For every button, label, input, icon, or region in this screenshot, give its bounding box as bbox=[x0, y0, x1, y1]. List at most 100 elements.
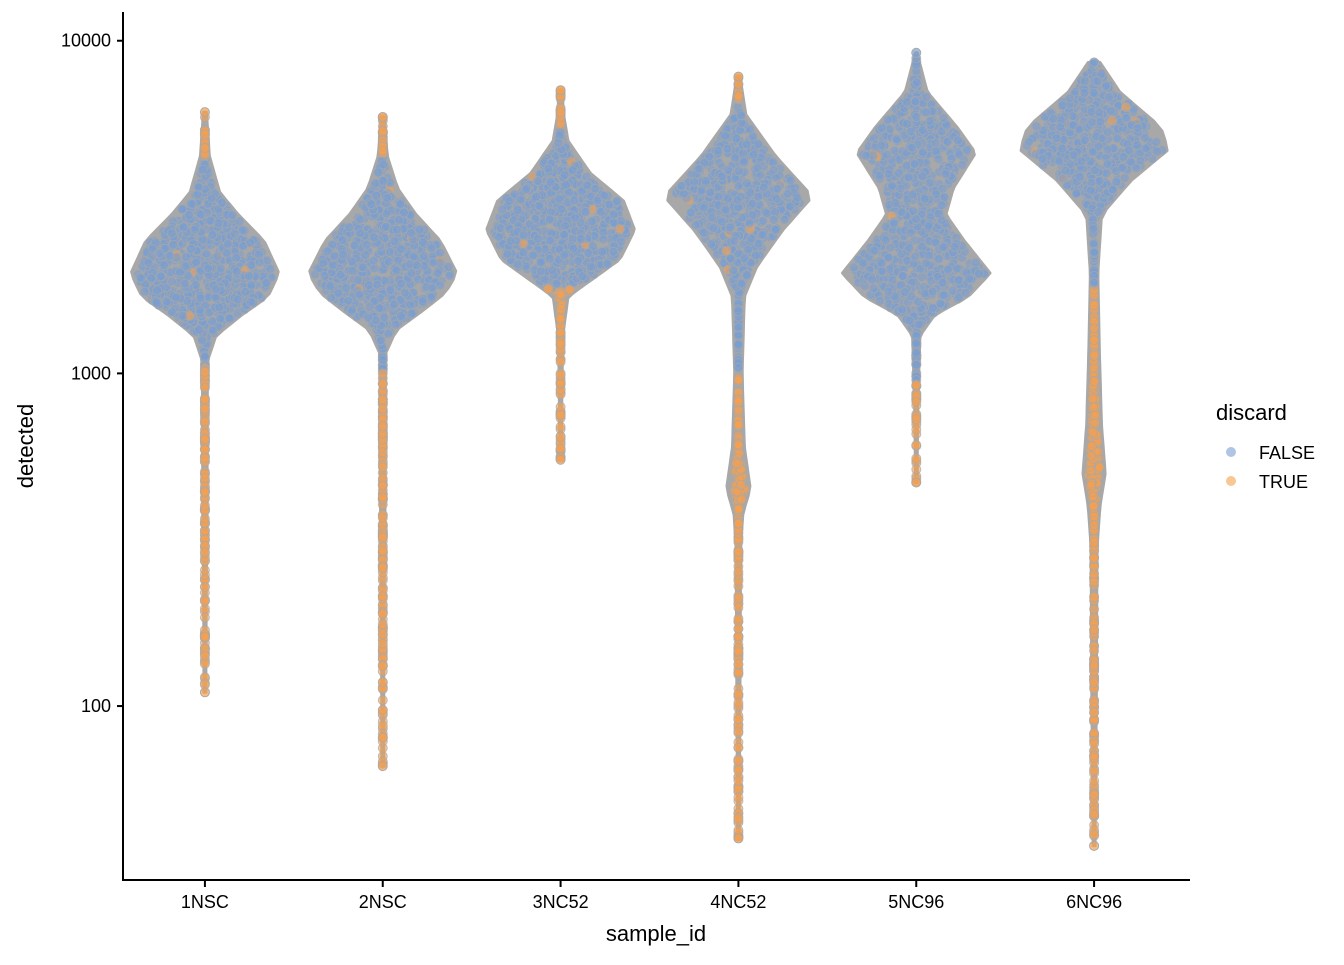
point-discard-false bbox=[412, 261, 421, 270]
point-discard-false bbox=[742, 140, 751, 149]
point-discard-false bbox=[937, 201, 946, 210]
point-discard-false bbox=[386, 286, 395, 295]
point-discard-false bbox=[734, 323, 743, 332]
point-discard-true bbox=[734, 91, 743, 100]
point-discard-false bbox=[196, 294, 205, 303]
point-discard-true bbox=[734, 766, 743, 775]
point-discard-false bbox=[878, 124, 887, 133]
point-extreme bbox=[200, 688, 209, 697]
point-discard-false bbox=[588, 217, 597, 226]
point-discard-false bbox=[339, 250, 348, 259]
point-discard-false bbox=[914, 297, 923, 306]
point-discard-false bbox=[342, 283, 351, 292]
point-discard-false bbox=[380, 313, 389, 322]
point-discard-true bbox=[734, 593, 743, 602]
point-discard-false bbox=[783, 189, 792, 198]
point-discard-false bbox=[576, 235, 585, 244]
point-discard-false bbox=[400, 288, 409, 297]
point-discard-false bbox=[881, 236, 890, 245]
point-discard-false bbox=[721, 205, 730, 214]
point-discard-false bbox=[974, 269, 983, 278]
point-discard-false bbox=[554, 138, 563, 147]
point-discard-true bbox=[616, 225, 625, 234]
point-discard-false bbox=[759, 183, 768, 192]
point-discard-false bbox=[695, 164, 704, 173]
point-discard-false bbox=[586, 262, 595, 271]
point-discard-false bbox=[140, 287, 149, 296]
point-discard-false bbox=[734, 307, 743, 316]
point-discard-false bbox=[938, 278, 947, 287]
point-discard-false bbox=[254, 250, 263, 259]
point-discard-true bbox=[912, 397, 921, 406]
point-extreme bbox=[734, 72, 743, 81]
point-discard-true bbox=[378, 639, 387, 648]
point-discard-false bbox=[198, 235, 207, 244]
point-discard-false bbox=[922, 108, 931, 117]
point-discard-false bbox=[153, 286, 162, 295]
point-discard-false bbox=[560, 230, 569, 239]
point-discard-true bbox=[378, 609, 387, 618]
point-discard-false bbox=[603, 259, 612, 268]
point-discard-false bbox=[697, 186, 706, 195]
point-discard-false bbox=[506, 237, 515, 246]
point-discard-true bbox=[556, 340, 565, 349]
point-discard-false bbox=[225, 314, 234, 323]
point-discard-true bbox=[378, 630, 387, 639]
point-discard-true bbox=[200, 583, 209, 592]
point-discard-true bbox=[556, 328, 565, 337]
point-extreme bbox=[556, 86, 565, 95]
point-extreme bbox=[378, 112, 387, 121]
point-discard-false bbox=[187, 244, 196, 253]
point-discard-false bbox=[364, 313, 373, 322]
point-discard-false bbox=[749, 150, 758, 159]
point-discard-false bbox=[920, 194, 929, 203]
point-discard-false bbox=[167, 308, 176, 317]
point-discard-false bbox=[886, 125, 895, 134]
point-discard-true bbox=[556, 358, 565, 367]
point-discard-false bbox=[350, 241, 359, 250]
point-discard-false bbox=[699, 228, 708, 237]
point-discard-true bbox=[378, 493, 387, 502]
point-discard-true bbox=[378, 533, 387, 542]
point-discard-false bbox=[898, 305, 907, 314]
point-discard-false bbox=[568, 166, 577, 175]
point-extreme bbox=[556, 455, 565, 464]
point-discard-true bbox=[912, 425, 921, 434]
point-discard-false bbox=[396, 200, 405, 209]
point-discard-true bbox=[734, 715, 743, 724]
point-discard-false bbox=[369, 233, 378, 242]
point-discard-false bbox=[734, 340, 743, 349]
point-discard-false bbox=[609, 210, 618, 219]
point-discard-false bbox=[533, 177, 542, 186]
point-discard-false bbox=[752, 251, 761, 260]
point-discard-false bbox=[521, 185, 530, 194]
point-discard-false bbox=[709, 224, 718, 233]
point-discard-true bbox=[200, 613, 209, 622]
point-discard-false bbox=[578, 272, 587, 281]
point-discard-true bbox=[200, 488, 209, 497]
point-discard-true bbox=[378, 705, 387, 714]
point-discard-true bbox=[200, 566, 209, 575]
point-discard-false bbox=[925, 117, 934, 126]
point-discard-false bbox=[215, 303, 224, 312]
point-discard-true bbox=[734, 567, 743, 576]
point-discard-false bbox=[195, 325, 204, 334]
point-discard-false bbox=[912, 360, 921, 369]
point-discard-false bbox=[213, 252, 222, 261]
point-discard-false bbox=[418, 297, 427, 306]
point-discard-false bbox=[169, 240, 178, 249]
point-discard-false bbox=[178, 311, 187, 320]
point-discard-false bbox=[904, 173, 913, 182]
point-discard-false bbox=[246, 297, 255, 306]
point-discard-true bbox=[200, 548, 209, 557]
point-discard-false bbox=[753, 163, 762, 172]
point-discard-false bbox=[532, 192, 541, 201]
point-discard-false bbox=[418, 238, 427, 247]
point-discard-false bbox=[427, 244, 436, 253]
point-discard-true bbox=[737, 495, 746, 504]
point-discard-true bbox=[734, 814, 743, 823]
point-discard-false bbox=[912, 215, 921, 224]
point-discard-false bbox=[390, 237, 399, 246]
point-discard-true bbox=[734, 397, 743, 406]
point-discard-false bbox=[912, 348, 921, 357]
